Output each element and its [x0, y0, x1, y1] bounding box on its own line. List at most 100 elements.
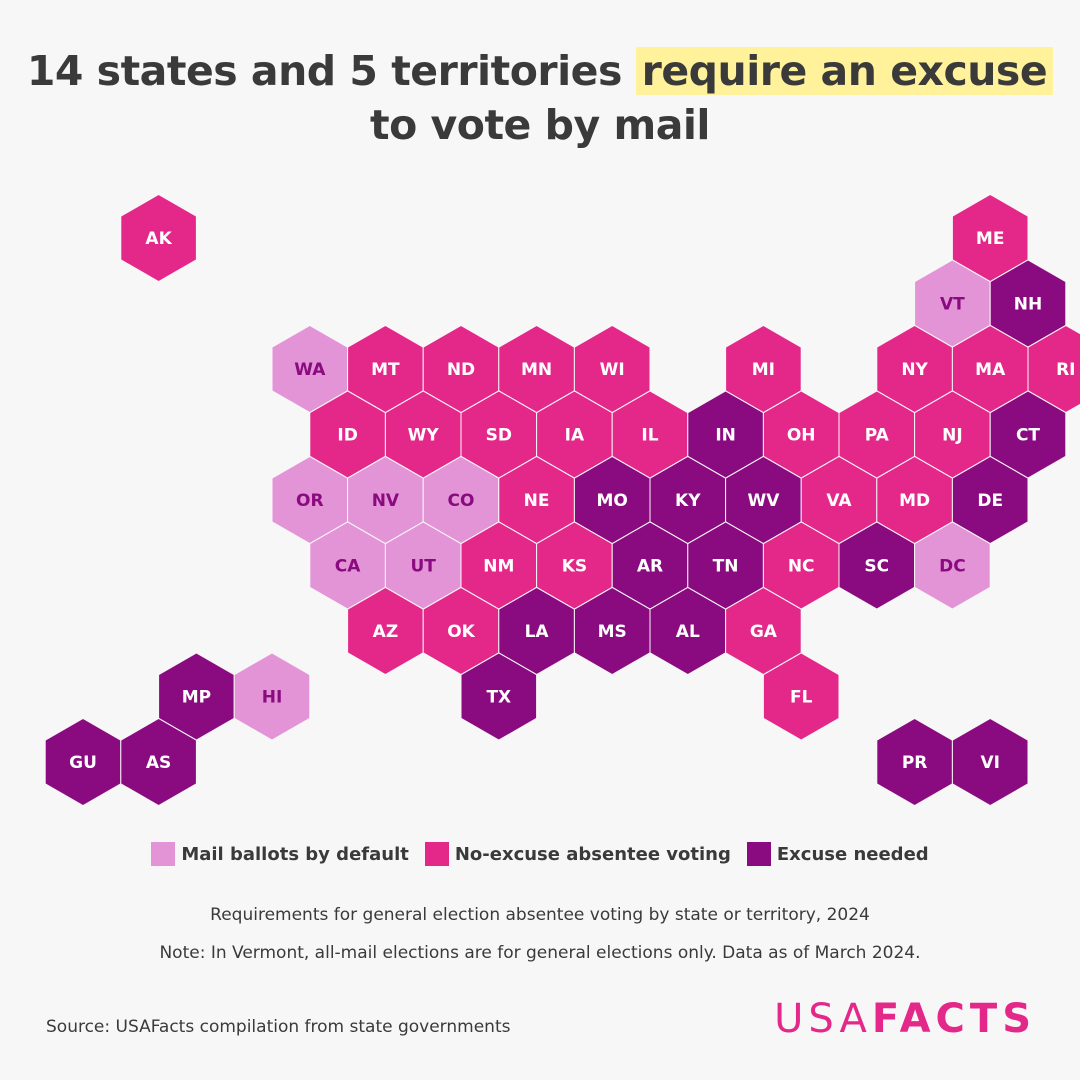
hex-ny: NY: [876, 324, 953, 414]
chart-note: Note: In Vermont, all-mail elections are…: [159, 943, 921, 963]
hex-label-ms: MS: [598, 622, 627, 642]
legend-label-no-excuse: No-excuse absentee voting: [454, 843, 731, 865]
hex-label-ak: AK: [145, 229, 172, 249]
hex-gu: GU: [44, 717, 122, 807]
legend-swatch-default-mail: [151, 842, 176, 866]
logo-bold-text: FACTS: [871, 996, 1036, 1042]
hex-shape-hi: [233, 652, 311, 741]
hex-mt: MT: [347, 324, 424, 414]
hex-label-or: OR: [296, 491, 324, 511]
hex-wi: WI: [573, 324, 651, 414]
source-line: Source: USAFacts compilation from state …: [46, 1017, 511, 1037]
hex-hi: HI: [233, 652, 311, 741]
hex-ar: AR: [611, 521, 689, 610]
hex-al: AL: [649, 586, 727, 676]
usafacts-logo: USAFACTS: [774, 996, 1036, 1042]
hex-dc: DC: [914, 521, 991, 610]
hex-de: DE: [951, 455, 1029, 545]
hex-shape-dc: [914, 521, 991, 610]
hex-ga: GA: [725, 586, 802, 676]
hex-label-nh: NH: [1014, 295, 1042, 315]
hex-label-gu: GU: [69, 753, 97, 773]
hex-label-nj: NJ: [942, 426, 963, 446]
legend-item-default-mail: Mail ballots by default: [151, 842, 409, 866]
hex-ne: NE: [498, 455, 575, 545]
hex-label-wi: WI: [600, 360, 625, 380]
hex-in: IN: [687, 390, 764, 479]
hex-label-ks: KS: [562, 557, 587, 577]
hex-label-mp: MP: [182, 688, 211, 708]
hex-label-id: ID: [337, 426, 357, 446]
hex-label-ok: OK: [447, 622, 475, 642]
hex-as: AS: [120, 717, 197, 807]
legend-swatch-no-excuse: [424, 842, 449, 866]
hex-label-ma: MA: [975, 360, 1006, 380]
hex-shape-as: [120, 717, 197, 807]
hex-label-il: IL: [641, 426, 658, 446]
hex-label-mt: MT: [371, 360, 400, 380]
hex-ut: UT: [384, 521, 462, 610]
hex-shape-fl: [762, 652, 840, 741]
legend-item-no-excuse: No-excuse absentee voting: [424, 842, 731, 866]
hex-shape-tx: [460, 652, 538, 741]
legend-swatch-excuse: [746, 842, 771, 866]
hex-label-nd: ND: [447, 360, 475, 380]
legend-label-excuse: Excuse needed: [776, 843, 929, 865]
chart-subtitle: Requirements for general election absent…: [210, 905, 870, 925]
hex-map: AK ME VT NH WA MT ND MN WI MI NY MA RI ID WY SD IA IL IN OH…: [44, 193, 1080, 807]
hex-label-nv: NV: [372, 491, 400, 511]
hex-label-az: AZ: [373, 622, 398, 642]
hex-label-fl: FL: [790, 688, 813, 708]
hex-label-mi: MI: [752, 360, 775, 380]
legend: Mail ballots by default No-excuse absent…: [0, 842, 1080, 866]
hex-vt: VT: [914, 259, 991, 348]
hex-label-ct: CT: [1016, 426, 1040, 446]
title-line2: to vote by mail: [370, 101, 710, 149]
hex-ca: CA: [309, 521, 386, 610]
hex-vi: VI: [951, 717, 1029, 807]
legend-item-excuse: Excuse needed: [746, 842, 929, 866]
hex-shape-ak: [120, 193, 197, 283]
hex-label-mn: MN: [521, 360, 552, 380]
hex-label-oh: OH: [787, 426, 816, 446]
hex-label-ca: CA: [335, 557, 361, 577]
hex-label-sd: SD: [486, 426, 512, 446]
hex-mp: MP: [158, 652, 235, 741]
hex-label-as: AS: [146, 753, 171, 773]
hex-label-hi: HI: [262, 688, 283, 708]
hex-me: ME: [951, 193, 1029, 283]
hex-ak: AK: [120, 193, 197, 283]
hex-label-pr: PR: [902, 753, 928, 773]
hex-label-ny: NY: [901, 360, 928, 380]
hex-label-ri: RI: [1056, 360, 1075, 380]
title-highlight: require an excuse: [635, 47, 1054, 95]
hex-label-mo: MO: [597, 491, 628, 511]
hex-ct: CT: [989, 390, 1067, 479]
hex-label-la: LA: [525, 622, 550, 642]
hex-label-dc: DC: [939, 557, 966, 577]
hex-nh: NH: [989, 259, 1067, 348]
hex-az: AZ: [347, 586, 424, 676]
hex-label-ar: AR: [637, 557, 663, 577]
hex-nd: ND: [422, 324, 500, 414]
hex-pr: PR: [876, 717, 953, 807]
hex-label-wy: WY: [408, 426, 440, 446]
logo-light-text: USA: [774, 996, 872, 1042]
hex-label-ut: UT: [410, 557, 436, 577]
hex-label-ia: IA: [565, 426, 585, 446]
hex-label-pa: PA: [865, 426, 890, 446]
hex-label-ne: NE: [524, 491, 550, 511]
hex-label-va: VA: [826, 491, 852, 511]
hex-label-me: ME: [976, 229, 1005, 249]
hex-oh: OH: [762, 390, 840, 479]
hex-mi: MI: [725, 324, 802, 414]
hex-mn: MN: [498, 324, 575, 414]
hex-label-tx: TX: [486, 688, 511, 708]
hex-nc: NC: [762, 521, 840, 610]
hex-label-md: MD: [899, 491, 930, 511]
hex-label-in: IN: [715, 426, 736, 446]
hex-tx: TX: [460, 652, 538, 741]
hex-label-nm: NM: [483, 557, 514, 577]
hex-label-nc: NC: [788, 557, 815, 577]
hex-fl: FL: [762, 652, 840, 741]
